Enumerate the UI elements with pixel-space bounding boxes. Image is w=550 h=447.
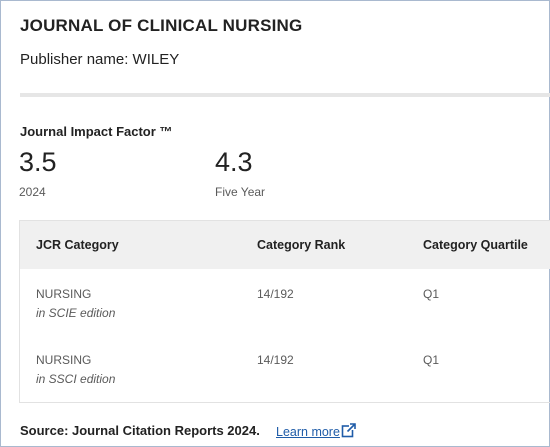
category-name: NURSING	[36, 353, 92, 367]
category-rank: 14/192	[257, 287, 294, 301]
category-edition: in SSCI edition	[36, 372, 116, 386]
section-divider	[20, 93, 550, 97]
journal-title: JOURNAL OF CLINICAL NURSING	[20, 16, 303, 35]
impact-factor-value: 3.5	[19, 147, 57, 177]
category-name: NURSING	[36, 287, 92, 301]
category-edition: in SCIE edition	[36, 306, 116, 320]
table-header: JCR Category Category Rank Category Quar…	[20, 221, 550, 269]
category-table: JCR Category Category Rank Category Quar…	[19, 220, 550, 403]
publisher-name: Publisher name: WILEY	[20, 51, 180, 68]
learn-more-link[interactable]: Learn more	[276, 425, 340, 439]
category-quartile: Q1	[423, 287, 440, 301]
column-header-quartile: Category Quartile	[423, 238, 528, 252]
column-header-rank: Category Rank	[257, 238, 346, 252]
category-quartile: Q1	[423, 353, 440, 367]
external-link-icon[interactable]	[341, 423, 356, 438]
column-header-category: JCR Category	[36, 238, 119, 252]
five-year-impact-value: 4.3	[215, 147, 253, 177]
source-citation: Source: Journal Citation Reports 2024.	[20, 423, 260, 438]
category-cell: NURSING in SSCI edition	[36, 353, 115, 386]
category-rank: 14/192	[257, 353, 294, 367]
impact-factor-heading: Journal Impact Factor ™	[20, 124, 173, 139]
table-row: NURSING in SCIE edition 14/192 Q1	[20, 287, 550, 353]
table-row: NURSING in SSCI edition 14/192 Q1	[20, 353, 550, 419]
category-cell: NURSING in SCIE edition	[36, 287, 115, 320]
impact-factor-year: 2024	[19, 185, 46, 199]
five-year-impact-label: Five Year	[215, 185, 266, 199]
